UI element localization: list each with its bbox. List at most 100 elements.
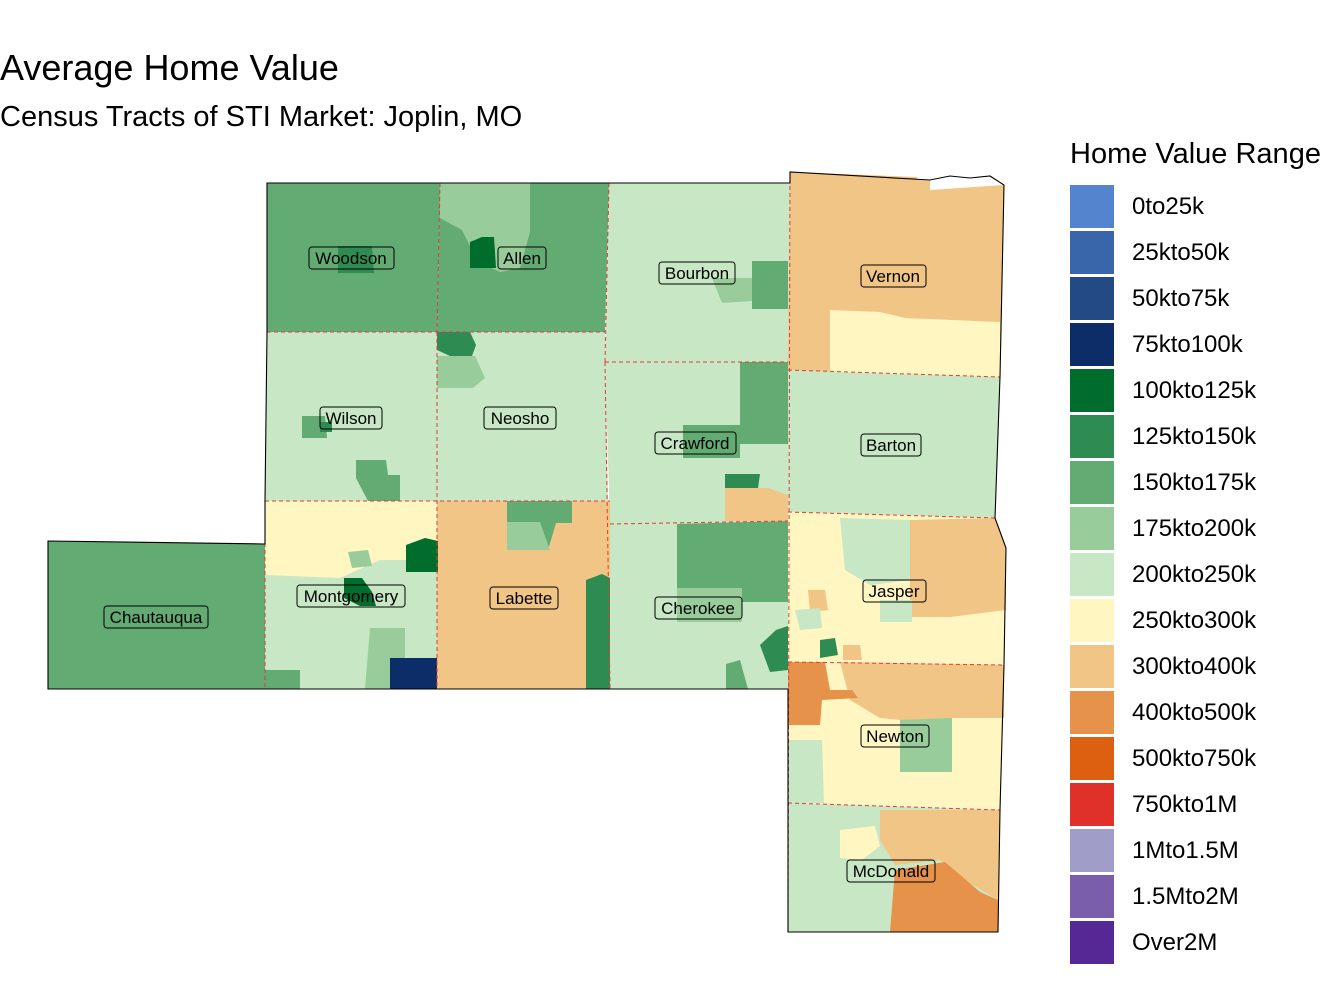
county-label-vernon: Vernon	[860, 264, 927, 288]
tract-patch	[677, 521, 788, 602]
legend-swatch	[1070, 691, 1114, 734]
tract-patch	[795, 608, 822, 630]
legend-swatch	[1070, 415, 1114, 458]
tract-patch	[752, 261, 788, 309]
legend-item: 50kto75k	[1070, 276, 1344, 322]
svg-text:Allen: Allen	[503, 249, 541, 268]
county-label-barton: Barton	[860, 433, 922, 457]
legend-label: 1.5Mto2M	[1132, 883, 1239, 910]
legend-label: 250kto300k	[1132, 607, 1257, 634]
legend-label: Over2M	[1132, 929, 1218, 956]
tract-patch	[740, 362, 788, 444]
county-label-woodson: Woodson	[308, 246, 395, 270]
tract-patch	[788, 740, 824, 803]
county-wilson[interactable]	[265, 332, 437, 501]
county-label-montgomery: Montgomery	[296, 584, 406, 608]
legend-item: 300kto400k	[1070, 644, 1344, 690]
county-label-mcdonald: McDonald	[846, 859, 936, 883]
county-label-jasper: Jasper	[862, 579, 927, 603]
legend-label: 50kto75k	[1132, 285, 1230, 312]
county-bourbon[interactable]	[605, 183, 790, 362]
legend-swatch	[1070, 875, 1114, 918]
legend-item: 200kto250k	[1070, 552, 1344, 598]
county-label-chautauqua: Chautauqua	[103, 605, 209, 629]
tract-patch	[507, 522, 550, 550]
legend-swatch	[1070, 645, 1114, 688]
legend-label: 200kto250k	[1132, 561, 1257, 588]
tract-patch	[683, 425, 740, 458]
tract-patch	[725, 474, 760, 488]
legend-item: Over2M	[1070, 920, 1344, 966]
tract-patch	[440, 183, 530, 272]
tract-patch	[843, 645, 862, 660]
tract-patch	[437, 356, 485, 388]
tract-patch	[437, 595, 588, 689]
county-label-allen: Allen	[497, 246, 547, 270]
tract-patch	[900, 718, 952, 772]
county-label-cherokee: Cherokee	[654, 596, 743, 620]
tract-patch	[930, 176, 1004, 190]
choropleth-map: Woodson Allen Bourbon Vernon Wilson Neos…	[47, 171, 1007, 933]
svg-text:McDonald: McDonald	[853, 862, 930, 881]
county-label-crawford: Crawford	[654, 431, 737, 455]
legend-item: 175kto200k	[1070, 506, 1344, 552]
legend-item: 100kto125k	[1070, 368, 1344, 414]
legend-label: 175kto200k	[1132, 515, 1257, 542]
tract-patch	[356, 460, 400, 501]
legend: Home Value Range 0to25k 25kto50k 50kto75k 7…	[1070, 136, 1344, 966]
tract-patch	[470, 237, 496, 268]
legend-swatch	[1070, 553, 1114, 596]
legend-item: 25kto50k	[1070, 230, 1344, 276]
legend-item: 500kto750k	[1070, 736, 1344, 782]
legend-item: 0to25k	[1070, 184, 1344, 230]
legend-swatch	[1070, 599, 1114, 642]
svg-text:Vernon: Vernon	[866, 267, 920, 286]
svg-text:Wilson: Wilson	[325, 409, 376, 428]
legend-label: 25kto50k	[1132, 239, 1230, 266]
legend-swatch	[1070, 369, 1114, 412]
tract-patch	[788, 172, 917, 370]
tract-patch	[725, 488, 788, 521]
county-label-neosho: Neosho	[483, 406, 557, 430]
legend-title: Home Value Range	[1070, 138, 1321, 170]
tract-patch	[302, 416, 327, 438]
tract-patch	[760, 626, 788, 672]
tract-patch	[788, 662, 858, 725]
tract-patch	[830, 310, 1000, 377]
legend-swatch	[1070, 737, 1114, 780]
tract-patch	[880, 810, 1000, 900]
tract-patch	[890, 862, 998, 932]
market-boundary	[47, 171, 1007, 933]
legend-swatch	[1070, 921, 1114, 964]
legend-label: 0to25k	[1132, 193, 1205, 220]
svg-text:Crawford: Crawford	[661, 434, 730, 453]
tract-patch	[840, 518, 910, 585]
tract-patch	[390, 658, 437, 689]
legend-item: 75kto100k	[1070, 322, 1344, 368]
svg-text:Woodson: Woodson	[315, 249, 387, 268]
svg-text:Newton: Newton	[866, 727, 924, 746]
county-barton[interactable]	[788, 370, 1000, 518]
legend-swatch	[1070, 507, 1114, 550]
legend-item: 400kto500k	[1070, 690, 1344, 736]
svg-text:Chautauqua: Chautauqua	[110, 608, 203, 627]
tract-patch	[265, 501, 437, 578]
legend-swatch	[1070, 829, 1114, 872]
svg-text:Cherokee: Cherokee	[661, 599, 735, 618]
tract-patch	[586, 574, 610, 689]
legend-item: 150kto175k	[1070, 460, 1344, 506]
legend-label: 500kto750k	[1132, 745, 1257, 772]
svg-text:Jasper: Jasper	[868, 582, 919, 601]
map-title: Average Home Value	[0, 47, 339, 88]
svg-text:Bourbon: Bourbon	[665, 264, 729, 283]
tract-patch	[880, 600, 912, 622]
county-chautauqua[interactable]	[48, 541, 265, 689]
tract-patch	[808, 590, 828, 612]
legend-item: 125kto150k	[1070, 414, 1344, 460]
legend-swatch	[1070, 461, 1114, 504]
map-subtitle: Census Tracts of STI Market: Joplin, MO	[0, 101, 523, 133]
county-label-newton: Newton	[860, 724, 930, 748]
tract-patch	[726, 660, 748, 689]
legend-label: 75kto100k	[1132, 331, 1243, 358]
legend-item: 1.5Mto2M	[1070, 874, 1344, 920]
